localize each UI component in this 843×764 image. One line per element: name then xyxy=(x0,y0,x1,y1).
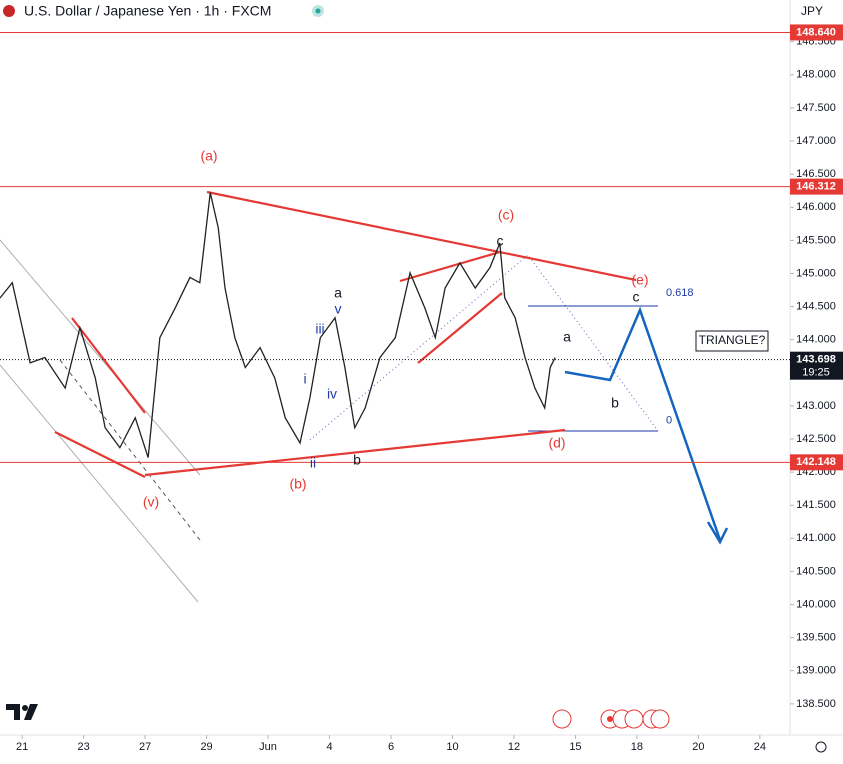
wave-label: (v) xyxy=(143,494,159,510)
trendline xyxy=(206,190,637,282)
y-tick-label: 138.500 xyxy=(796,698,836,710)
wave-label: iii xyxy=(315,321,324,337)
y-tick-label: 145.000 xyxy=(796,267,836,279)
x-tick-label: 29 xyxy=(200,741,212,753)
wave-label: iv xyxy=(327,386,337,402)
channel-line xyxy=(0,364,199,603)
x-tick-label: 10 xyxy=(446,741,458,753)
y-tick-label: 141.500 xyxy=(796,499,836,511)
wave-label: v xyxy=(335,301,342,317)
wave-label: b xyxy=(353,452,361,468)
x-tick-label: 18 xyxy=(631,741,643,753)
y-tick-label: 147.000 xyxy=(796,135,836,147)
flag-icon xyxy=(3,5,15,17)
y-tick-label: 140.000 xyxy=(796,598,836,610)
settings-icon[interactable] xyxy=(815,741,827,753)
price-tag-label: 143.698 xyxy=(796,354,836,366)
x-tick-label: 12 xyxy=(508,741,520,753)
trendline xyxy=(54,431,146,478)
countdown: 19:25 xyxy=(802,367,830,379)
events xyxy=(552,709,670,729)
price-tag-label: 148.640 xyxy=(796,26,836,38)
trendline xyxy=(399,250,501,283)
y-tick-label: 147.500 xyxy=(796,102,836,114)
x-tick-label: Jun xyxy=(259,741,277,753)
y-tick-label: 140.500 xyxy=(796,565,836,577)
trendline xyxy=(417,292,503,364)
wave-label: b xyxy=(611,395,619,411)
channel-line xyxy=(59,359,201,541)
note: TRIANGLE? xyxy=(699,333,766,347)
symbol-title: U.S. Dollar / Japanese Yen · 1h · FXCM xyxy=(24,3,271,19)
y-tick-label: 144.500 xyxy=(796,300,836,312)
forecast-path xyxy=(564,306,722,541)
x-tick-label: 23 xyxy=(77,741,89,753)
y-tick-label: 142.500 xyxy=(796,433,836,445)
drawings xyxy=(0,190,729,603)
currency[interactable]: JPY xyxy=(801,4,823,18)
y-tick-label: 139.500 xyxy=(796,632,836,644)
price-tag-label: 142.148 xyxy=(796,456,836,468)
trendline xyxy=(71,317,146,414)
wave-label: (a) xyxy=(200,148,217,164)
fib-label: 0 xyxy=(666,414,672,426)
wave-label: c xyxy=(497,233,504,249)
trendline xyxy=(144,428,566,477)
wave-label: (e) xyxy=(631,272,648,288)
x-tick-label: 15 xyxy=(569,741,581,753)
x-tick-label: 21 xyxy=(16,741,28,753)
price-tag xyxy=(790,24,843,41)
wave-label: (b) xyxy=(289,476,306,492)
price-line xyxy=(0,192,556,458)
price-tag-label: 146.312 xyxy=(796,181,836,193)
y-tick-label: 146.000 xyxy=(796,201,836,213)
y-tick-label: 143.000 xyxy=(796,400,836,412)
y-tick-label: 148.000 xyxy=(796,69,836,81)
y-tick-label: 139.000 xyxy=(796,665,836,677)
y-tick-label: 145.500 xyxy=(796,234,836,246)
x-tick-label: 27 xyxy=(139,741,151,753)
fib-label: 0.618 xyxy=(666,287,694,299)
wave-label: ii xyxy=(310,455,316,471)
forecast-arrow xyxy=(706,521,729,545)
wave-label: (d) xyxy=(548,435,565,451)
x-tick-label: 24 xyxy=(754,741,766,753)
price-tag xyxy=(790,351,843,380)
wave-label: i xyxy=(303,371,306,387)
y-tick-label: 146.500 xyxy=(796,168,836,180)
note-box xyxy=(695,330,769,352)
status-icon xyxy=(315,8,321,14)
y-tick-label: 144.000 xyxy=(796,334,836,346)
wave-label: a xyxy=(334,285,342,301)
wave-label: (c) xyxy=(498,207,514,223)
tv-logo xyxy=(6,704,38,720)
price-tag xyxy=(790,454,843,471)
wave-label: c xyxy=(633,289,640,305)
price-tag xyxy=(790,178,843,195)
x-tick-label: 4 xyxy=(326,741,332,753)
y-tick-label: 141.000 xyxy=(796,532,836,544)
channel-line xyxy=(0,239,201,476)
x-tick-label: 20 xyxy=(692,741,704,753)
wave-label: a xyxy=(563,329,571,345)
x-tick-label: 6 xyxy=(388,741,394,753)
